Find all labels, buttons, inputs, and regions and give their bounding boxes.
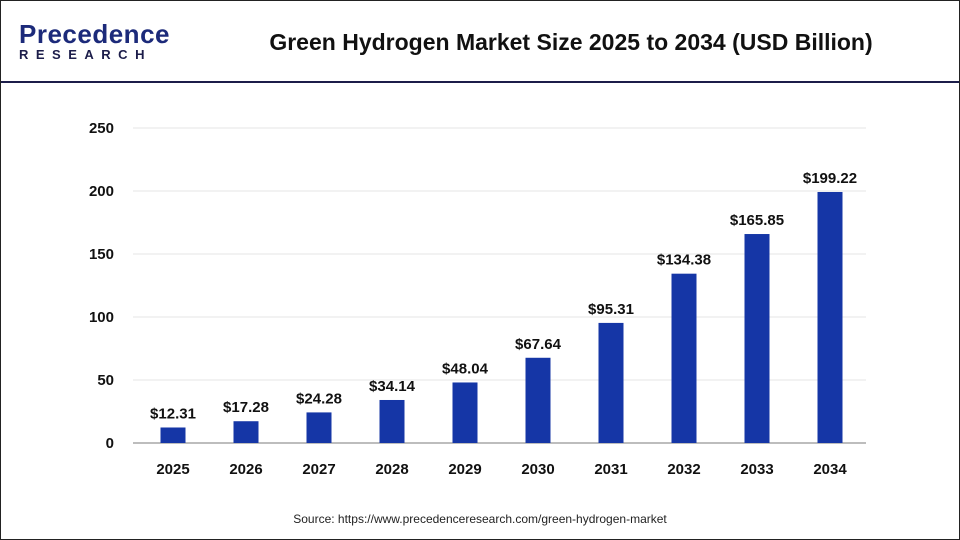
bar: [744, 234, 770, 443]
y-tick-label: 50: [97, 372, 114, 389]
bar: [817, 191, 843, 443]
y-tick-label: 100: [89, 309, 114, 326]
x-tick-label: 2031: [594, 461, 627, 478]
x-tick-label: 2028: [375, 461, 408, 478]
chart-title: Green Hydrogen Market Size 2025 to 2034 …: [269, 29, 873, 55]
data-label: $48.04: [442, 360, 489, 377]
bar: [525, 357, 551, 443]
data-label: $165.85: [730, 212, 784, 229]
header: Precedence RESEARCH Green Hydrogen Marke…: [1, 1, 959, 83]
x-tick-label: 2025: [156, 461, 189, 478]
x-tick-label: 2034: [813, 461, 847, 478]
x-tick-label: 2030: [521, 461, 554, 478]
x-tick-label: 2026: [229, 461, 262, 478]
data-label: $67.64: [515, 336, 562, 353]
bar: [233, 421, 259, 443]
y-tick-label: 250: [89, 120, 114, 137]
logo-line2: RESEARCH: [19, 47, 152, 62]
x-tick-label: 2027: [302, 461, 335, 478]
bar: [671, 273, 697, 443]
y-tick-label: 200: [89, 183, 114, 200]
data-label: $199.22: [803, 170, 857, 187]
bar: [306, 412, 332, 443]
data-label: $95.31: [588, 301, 634, 318]
bar: [379, 399, 405, 443]
x-tick-label: 2032: [667, 461, 700, 478]
bar: [452, 382, 478, 443]
data-label: $34.14: [369, 378, 416, 395]
source-note: Source: https://www.precedenceresearch.c…: [293, 512, 667, 526]
y-tick-label: 0: [106, 435, 114, 452]
bar: [598, 322, 624, 443]
x-tick-label: 2033: [740, 461, 773, 478]
data-label: $24.28: [296, 390, 342, 407]
y-tick-label: 150: [89, 246, 114, 263]
x-tick-label: 2029: [448, 461, 481, 478]
data-label: $17.28: [223, 399, 269, 416]
bar: [160, 427, 186, 443]
precedence-research-logo: Precedence RESEARCH: [19, 21, 170, 63]
data-label: $12.31: [150, 405, 196, 422]
data-label: $134.38: [657, 252, 711, 269]
logo-line1: Precedence: [19, 19, 170, 49]
